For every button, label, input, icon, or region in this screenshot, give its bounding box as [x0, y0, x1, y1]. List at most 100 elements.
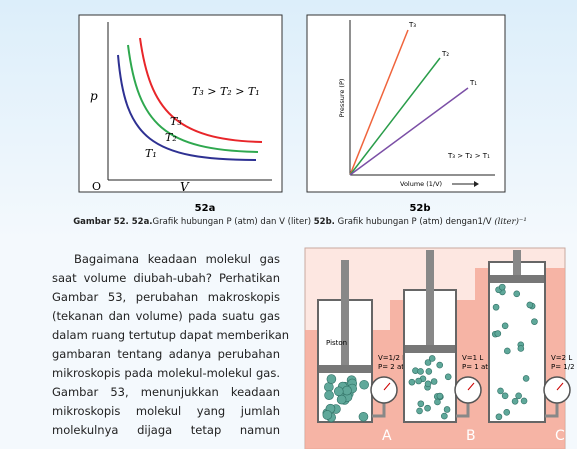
- molecule: [358, 411, 369, 422]
- volume-label: V=1/2 L: [378, 354, 406, 362]
- molecule: [513, 290, 521, 298]
- molecule: [515, 392, 522, 400]
- pressure-label: P= 2 atm: [378, 363, 411, 371]
- paragraph-line: (tekanan dan volume) pada suatu gas: [52, 309, 280, 323]
- pipe: [456, 402, 470, 418]
- molecule: [424, 359, 432, 366]
- curve-label: T₂: [165, 131, 177, 144]
- line-t1: [349, 87, 469, 176]
- paragraph-line: saat volume diubah-ubah? Perhatikan: [52, 271, 280, 285]
- molecule: [441, 412, 448, 420]
- paragraph-line: Bagaimana keadaan molekul gas: [74, 252, 280, 266]
- origin-label: O: [92, 180, 101, 193]
- molecule: [336, 394, 347, 405]
- curve-t3: [139, 37, 263, 143]
- paragraph-line: gambaran tentang adanya perubahan: [52, 347, 280, 361]
- x-axis-label: V: [180, 180, 190, 194]
- curve-label: T₁: [145, 147, 157, 160]
- cylinder-letter: A: [382, 428, 392, 444]
- pressure-label: P= 1/2 atm: [551, 363, 577, 371]
- molecule: [494, 330, 502, 337]
- volume-label: V=2 L: [551, 354, 572, 362]
- arrow-head: [474, 181, 479, 187]
- molecule: [430, 378, 438, 385]
- caption-text: Grafik hubungan P (atm) dan V (liter): [152, 217, 312, 227]
- molecule: [324, 390, 334, 401]
- piston-rod: [426, 250, 434, 345]
- molecule: [503, 408, 511, 416]
- molecule: [498, 283, 506, 291]
- molecule: [424, 404, 431, 412]
- cylinder-letter: B: [466, 428, 476, 444]
- molecule: [517, 345, 525, 352]
- molecule: [531, 318, 538, 325]
- line-label: T₂: [441, 50, 449, 58]
- molecule: [342, 385, 352, 396]
- molecule: [495, 413, 503, 421]
- molecule: [322, 410, 333, 420]
- molecule: [425, 368, 433, 375]
- caption-number: 52b.: [313, 217, 335, 227]
- molecule: [416, 407, 423, 415]
- molecule: [436, 361, 444, 369]
- molecule: [326, 374, 337, 384]
- caption: Gambar 52. 52a.Grafik hubungan P (atm) d…: [30, 217, 570, 227]
- line-t2: [349, 57, 441, 176]
- gauge-needle: [383, 382, 391, 391]
- piston-rod: [513, 250, 521, 275]
- piston: [405, 345, 455, 353]
- caption-text: Grafik hubungan P (atm) dengan1/V: [337, 217, 492, 227]
- molecule: [417, 368, 424, 375]
- gauge-needle: [467, 382, 475, 391]
- x-axis-label: Volume (1/V): [400, 180, 442, 188]
- piston-label: Piston: [326, 339, 347, 347]
- molecule: [434, 398, 441, 406]
- paragraph-line: mikroskopis molekul yang jumlah: [52, 404, 280, 418]
- caption-number: Gambar 52. 52a.: [73, 217, 153, 227]
- relation: T₃ > T₂ > T₁: [447, 152, 490, 160]
- gauge-needle: [556, 382, 564, 391]
- molecule: [424, 380, 432, 388]
- molecule: [520, 397, 528, 405]
- paragraph-line: mikroskopis pada molekul-molekul gas.: [52, 366, 280, 380]
- molecule: [497, 387, 504, 395]
- molecule: [526, 301, 534, 309]
- line-label: T₁: [469, 79, 477, 87]
- line-t3: [349, 29, 409, 176]
- molecule: [501, 392, 509, 400]
- relation: T₃ > T₂ > T₁: [192, 85, 260, 98]
- figure-b-frame: [306, 14, 506, 193]
- pipe: [372, 402, 386, 418]
- molecule: [492, 303, 500, 311]
- y-axis-label: Pressure (P): [338, 79, 346, 118]
- molecule: [417, 400, 425, 408]
- figure-label: 52b: [409, 203, 430, 214]
- pipe: [545, 402, 559, 418]
- molecule: [415, 377, 422, 385]
- piston-rod: [341, 260, 349, 365]
- curve-t2: [127, 44, 259, 153]
- molecule: [333, 386, 344, 397]
- molecule: [511, 397, 519, 405]
- molecule: [436, 392, 444, 400]
- molecule: [444, 373, 452, 381]
- figure-a-frame: [78, 14, 283, 193]
- paragraph-line: dalam ruang tertutup dapat memberikan: [52, 328, 290, 342]
- piston: [319, 365, 371, 373]
- molecule: [428, 355, 436, 362]
- volume-label: V=1 L: [462, 354, 483, 362]
- molecule: [408, 378, 416, 386]
- molecule: [324, 382, 334, 392]
- paragraph: Bagaimana keadaan molekul gas saat volume…: [52, 250, 290, 440]
- y-axis-label: p: [90, 89, 98, 103]
- cylinder-letter: C: [555, 428, 565, 444]
- piston: [490, 275, 544, 283]
- molecule: [443, 406, 451, 413]
- paragraph-line: Gambar 53, menunjukkan keadaan: [52, 385, 280, 399]
- caption-unit: (liter)⁻¹: [494, 217, 527, 227]
- molecule: [522, 375, 530, 382]
- paragraph-line: Gambar 53, perubahan makroskopis: [52, 290, 280, 304]
- paragraph-line: molekulnya dijaga tetap namun: [52, 423, 280, 437]
